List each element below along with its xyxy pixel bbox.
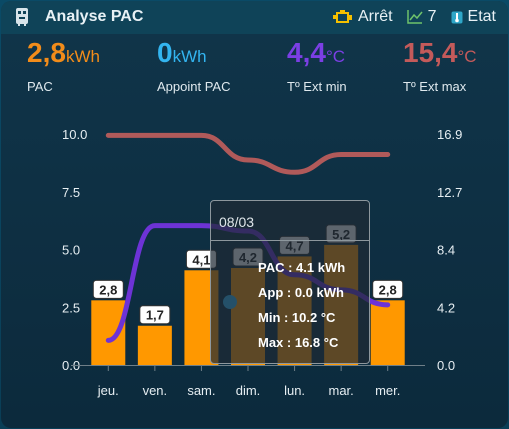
stat-value: 4,4 (287, 37, 326, 68)
stat-unit: °C (457, 47, 477, 66)
stat-value: 15,4 (403, 37, 458, 68)
x-tick-label: dim. (236, 383, 261, 398)
bar-pac (137, 325, 172, 365)
thermometer-icon (451, 11, 463, 23)
card-title: Analyse PAC (45, 8, 144, 25)
chart-line-icon (406, 10, 423, 24)
stat-unit: °C (325, 47, 346, 66)
bar-data-label: 2,8 (379, 282, 397, 297)
stat-unit: kWh (65, 47, 100, 66)
y-right-tick-label: 0.0 (437, 358, 455, 373)
etat-indicator[interactable]: Etat (451, 8, 496, 26)
etat-label: Etat (467, 8, 496, 25)
status-label: Arrêt (357, 8, 393, 25)
stat-appoint-pac: 0kWh Appoint PAC (157, 37, 230, 94)
y-right-tick-label: 4.2 (437, 300, 455, 315)
stat-label: Appoint PAC (157, 79, 231, 94)
x-tick-label: jeu. (97, 383, 119, 398)
bar-label-box (139, 305, 171, 325)
bar-data-label: 4,1 (192, 252, 210, 267)
y-right-tick-label: 16.9 (437, 127, 462, 142)
y-left-tick-label: 7.5 (62, 185, 80, 200)
tooltip-row-min: Min : 10.2 °C (258, 310, 336, 325)
y-right-tick-label: 8.4 (437, 243, 455, 258)
water-heater-icon (16, 8, 28, 26)
chart-count[interactable]: 7 (406, 8, 437, 26)
line-temp-max (105, 132, 391, 175)
stat-value: 2,8 (27, 37, 66, 68)
card-header: Analyse PAC Arrêt 7 (1, 1, 508, 34)
engine-icon (332, 10, 352, 23)
x-tick-label: sam. (187, 383, 215, 398)
bar-data-label: 1,7 (146, 308, 164, 323)
status-indicator[interactable]: Arrêt (332, 8, 393, 26)
bar-label-box (372, 279, 404, 299)
bar-data-label: 2,8 (99, 282, 117, 297)
y-left-tick-label: 2.5 (62, 300, 80, 315)
y-right-tick-label: 12.7 (437, 185, 462, 200)
stat-temp-max: 15,4°C Tº Ext max (403, 37, 477, 94)
y-left-tick-label: 10.0 (62, 127, 87, 142)
stat-label: Tº Ext max (403, 79, 467, 94)
tooltip-row-pac: PAC : 4.1 kWh (258, 260, 346, 275)
tooltip-row-app: App : 0.0 kWh (258, 285, 344, 300)
bar-label-box (92, 279, 124, 299)
x-tick-label: mer. (375, 383, 400, 398)
x-tick-label: ven. (143, 383, 168, 398)
chart-tooltip: 08/03 PAC : 4.1 kWh App : 0.0 kWh Min : … (210, 200, 370, 364)
stat-unit: kWh (172, 47, 207, 66)
y-left-tick-label: 5.0 (62, 243, 80, 258)
stat-temp-min: 4,4°C Tº Ext min (287, 37, 347, 94)
x-tick-label: mar. (328, 383, 353, 398)
chart-count-label: 7 (427, 8, 437, 25)
tooltip-row-max: Max : 16.8 °C (258, 335, 339, 350)
stat-value: 0 (157, 37, 173, 68)
tooltip-date: 08/03 (211, 201, 369, 241)
bar-pac (370, 300, 405, 365)
stat-label: PAC (27, 79, 53, 94)
stat-label: Tº Ext min (287, 79, 347, 94)
stat-pac: 2,8kWh PAC (27, 37, 100, 94)
x-tick-label: lun. (284, 383, 305, 398)
